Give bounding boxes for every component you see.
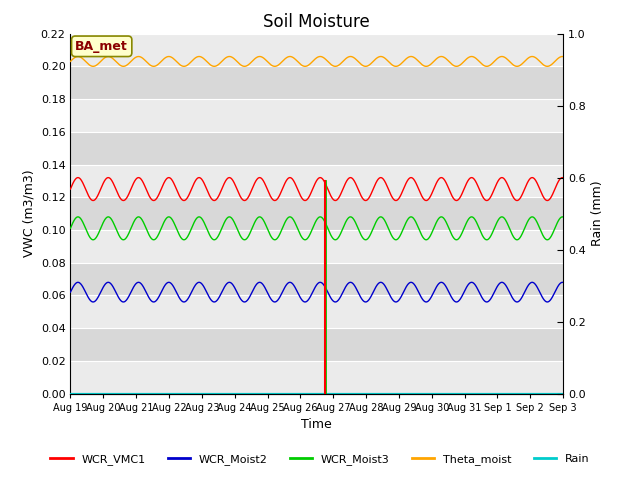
Bar (70, 99, 563, 132)
X-axis label: Time: Time (301, 418, 332, 431)
Text: BA_met: BA_met (76, 40, 128, 53)
Bar (70, 197, 563, 230)
Bar (70, 165, 563, 197)
Bar (70, 132, 563, 165)
Bar (70, 66, 563, 99)
Bar (70, 34, 563, 66)
Legend: WCR_VMC1, WCR_Moist2, WCR_Moist3, Theta_moist, Rain: WCR_VMC1, WCR_Moist2, WCR_Moist3, Theta_… (46, 450, 594, 469)
Bar (70, 263, 563, 295)
Bar (70, 295, 563, 328)
Title: Soil Moisture: Soil Moisture (264, 12, 370, 31)
Y-axis label: VWC (m3/m3): VWC (m3/m3) (22, 170, 35, 257)
Bar (70, 328, 563, 361)
Bar (70, 230, 563, 263)
Y-axis label: Rain (mm): Rain (mm) (591, 181, 604, 246)
Bar (70, 361, 563, 394)
